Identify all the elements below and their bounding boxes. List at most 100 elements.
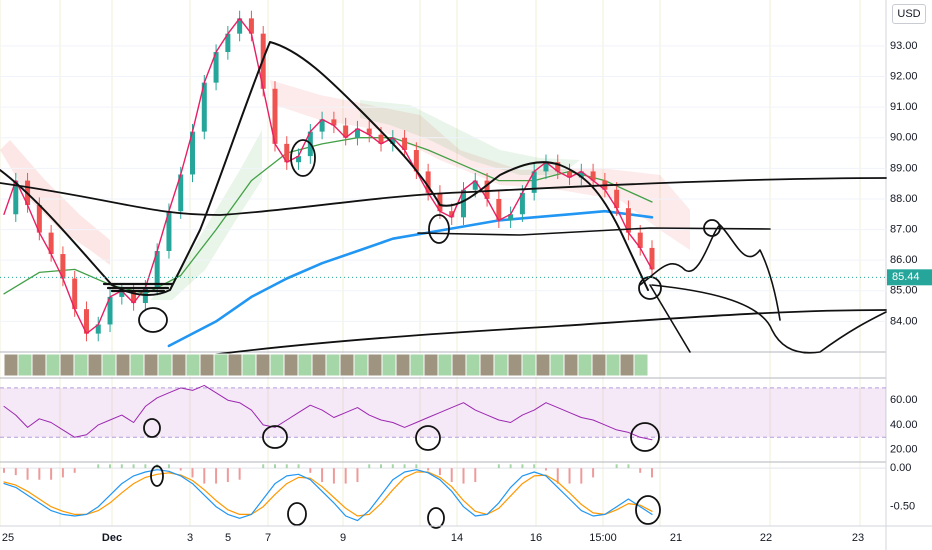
- currency-selector-button[interactable]: USD: [892, 4, 926, 24]
- candle-body: [402, 137, 408, 150]
- session-block: [59, 353, 75, 377]
- drawn-circle-annotation: [415, 425, 441, 451]
- candle-body: [519, 192, 525, 215]
- session-block: [563, 353, 579, 377]
- session-block: [283, 353, 299, 377]
- cloud-bullish-area: [150, 130, 262, 300]
- candle-body: [166, 211, 172, 251]
- session-block: [31, 353, 47, 377]
- session-block: [549, 353, 565, 377]
- time-tick-label: Dec: [102, 532, 122, 544]
- candle-body: [531, 171, 537, 193]
- candle-body: [237, 18, 243, 34]
- candle-body: [248, 18, 254, 34]
- macd-tick-label: -0.50: [890, 501, 915, 513]
- drawn-circle-annotation: [287, 502, 307, 526]
- candle-body: [508, 214, 514, 221]
- session-block: [409, 353, 425, 377]
- session-block: [213, 353, 229, 377]
- candle-body: [343, 125, 349, 138]
- session-block: [115, 353, 131, 377]
- candle-body: [201, 82, 207, 132]
- candle-body: [36, 205, 42, 233]
- rsi-tick-label: 60.00: [890, 394, 918, 406]
- price-tick-label: 85.00: [890, 285, 918, 297]
- drawn-circle-annotation: [150, 465, 164, 487]
- cloud-bearish-area: [0, 140, 110, 265]
- time-tick-label: 3: [187, 532, 193, 544]
- candle-body: [366, 128, 372, 135]
- candle-body: [649, 247, 655, 270]
- time-tick-label: 22: [760, 532, 772, 544]
- session-block: [171, 353, 187, 377]
- session-block: [311, 353, 327, 377]
- candle-body: [637, 232, 643, 248]
- time-tick-label: 25: [2, 532, 14, 544]
- price-tick-label: 86.00: [890, 254, 918, 266]
- drawn-circle-annotation: [138, 307, 168, 333]
- session-block: [605, 353, 621, 377]
- drawn-support-zone: [102, 282, 174, 293]
- session-block: [535, 353, 551, 377]
- session-block: [521, 353, 537, 377]
- drawn-circle-annotation: [630, 422, 660, 452]
- session-block: [633, 353, 649, 377]
- price-tick-label: 93.00: [890, 40, 918, 52]
- drawn-circle-annotation: [143, 418, 161, 438]
- session-block: [3, 353, 19, 377]
- drawn-circle-annotation: [427, 507, 445, 529]
- candle-body: [331, 119, 337, 126]
- rsi-line: [3, 384, 653, 441]
- candle-body: [543, 162, 549, 172]
- drawn-projection-1: [639, 224, 781, 321]
- candle-body: [555, 162, 561, 172]
- candle-body: [425, 171, 431, 193]
- candle-body: [567, 171, 573, 178]
- candle-body: [296, 156, 302, 163]
- session-block: [101, 353, 117, 377]
- price-line: [3, 17, 653, 335]
- drawn-circle-annotation: [262, 425, 288, 449]
- rsi-tick-label: 20.00: [890, 444, 918, 456]
- session-block: [451, 353, 467, 377]
- session-block: [381, 353, 397, 377]
- candle-body: [72, 278, 78, 310]
- time-tick-label: 14: [451, 532, 463, 544]
- candle-body: [484, 180, 490, 199]
- session-block: [269, 353, 285, 377]
- session-block: [241, 353, 257, 377]
- candle-body: [449, 211, 455, 218]
- session-block: [129, 353, 145, 377]
- drawn-support-curve: [209, 309, 887, 356]
- drawn-horizontal-line: [417, 227, 771, 236]
- rsi-band: [0, 387, 886, 438]
- drawn-circle-annotation: [638, 276, 662, 300]
- candle-body: [178, 174, 184, 212]
- candle-body: [437, 192, 443, 212]
- candle-body: [614, 189, 620, 209]
- time-tick-label: 21: [670, 532, 682, 544]
- price-tick-label: 90.00: [890, 132, 918, 144]
- candle-body: [190, 131, 196, 175]
- session-block: [227, 353, 243, 377]
- candle-body: [578, 171, 584, 178]
- session-block: [325, 353, 341, 377]
- candle-body: [60, 254, 66, 279]
- candle-body: [472, 180, 478, 190]
- candle-body: [48, 232, 54, 255]
- session-block: [87, 353, 103, 377]
- session-block: [423, 353, 439, 377]
- candle-body: [496, 198, 502, 221]
- candle-body: [284, 143, 290, 163]
- time-tick-label: 9: [340, 532, 346, 544]
- session-block: [507, 353, 523, 377]
- candle-body: [119, 290, 125, 297]
- candle-body: [590, 171, 596, 181]
- moving-average-blue-line: [167, 209, 654, 348]
- candle-body: [319, 119, 325, 132]
- session-block: [591, 353, 607, 377]
- session-block: [185, 353, 201, 377]
- macd-tick-label: 0.00: [890, 462, 911, 474]
- session-block: [479, 353, 495, 377]
